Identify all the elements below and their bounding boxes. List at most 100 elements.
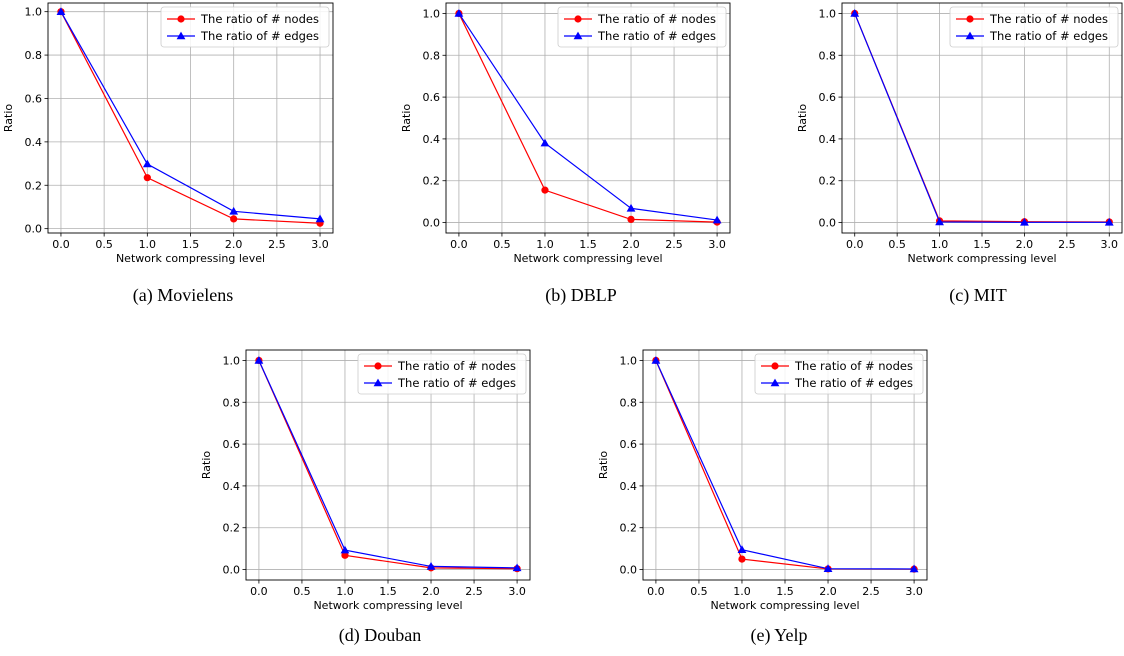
x-tick-label: 0.0 (647, 585, 665, 598)
y-axis-label: Ratio (2, 104, 15, 133)
data-point-nodes (341, 551, 349, 559)
series-line-edges (655, 360, 915, 570)
legend-label: The ratio of # edges (989, 29, 1108, 43)
legend-label: The ratio of # nodes (200, 12, 319, 26)
subfigure-caption: (e) Yelp (751, 625, 808, 646)
subfigure-caption: (d) Douban (339, 625, 421, 646)
x-tick-label: 1.0 (733, 585, 751, 598)
data-point-edges (651, 356, 661, 364)
chart-panel-2: 0.0 0.5 1.0 1.5 2.0 2.5 3.00.00.20.40.60.81.0N… (400, 2, 731, 306)
y-tick-label: 0.0 (620, 564, 638, 577)
series-line-nodes (258, 360, 518, 570)
x-tick-label: 1.5 (973, 238, 991, 251)
legend-box (357, 353, 527, 395)
y-tick-label: 0.0 (819, 217, 837, 230)
x-tick-label: 0.5 (493, 238, 511, 251)
plot-frame (841, 2, 1123, 234)
legend: The ratio of # nodes The ratio of # edges (949, 6, 1119, 48)
x-tick-label: 0.0 (250, 585, 268, 598)
legend-triangle-marker (770, 378, 780, 387)
series-line-edges (258, 360, 518, 569)
x-tick-label: 3.0 (508, 585, 526, 598)
legend: The ratio of # nodes The ratio of # edges (160, 6, 330, 48)
data-point-edges (909, 564, 919, 573)
chart-panel-4: 0.0 0.5 1.0 1.5 2.0 2.5 3.00.00.20.40.60.81.0N… (200, 349, 531, 646)
y-tick-label: 1.0 (25, 6, 43, 19)
legend-box (557, 6, 727, 48)
data-point-edges (712, 215, 722, 224)
y-tick-label: 1.0 (423, 7, 441, 20)
legend-label: The ratio of # edges (597, 29, 716, 43)
legend-box (949, 6, 1119, 48)
plot-frame (47, 2, 334, 234)
legend-triangle-marker (373, 378, 383, 387)
plot-frame (445, 2, 731, 234)
x-axis-label: Network compressing level (513, 252, 662, 265)
data-point-nodes (738, 555, 746, 563)
y-tick-label: 0.8 (819, 49, 837, 62)
legend: The ratio of # nodes The ratio of # edges (754, 353, 924, 395)
x-tick-label: 2.5 (268, 238, 286, 251)
data-point-edges (823, 564, 833, 573)
data-point-edges (142, 159, 152, 168)
y-tick-label: 0.4 (423, 133, 441, 146)
x-axis-label: Network compressing level (313, 599, 462, 612)
y-tick-label: 0.8 (223, 396, 241, 409)
data-point-edges (935, 217, 944, 226)
x-tick-label: 1.0 (536, 238, 554, 251)
y-tick-label: 0.4 (620, 480, 638, 493)
x-tick-label: 1.5 (379, 585, 397, 598)
legend-label: The ratio of # nodes (397, 359, 516, 373)
subfigure-caption: (c) MIT (949, 285, 1006, 306)
x-tick-label: 0.5 (293, 585, 311, 598)
y-tick-label: 0.2 (223, 522, 241, 535)
x-tick-label: 0.5 (888, 238, 906, 251)
x-tick-label: 0.0 (846, 238, 864, 251)
x-tick-label: 2.0 (622, 238, 640, 251)
data-point-edges (254, 356, 264, 364)
legend-label: The ratio of # nodes (794, 359, 913, 373)
y-axis-label: Ratio (400, 104, 413, 133)
data-point-edges (850, 9, 860, 17)
y-tick-label: 0.6 (423, 91, 441, 104)
legend-circle-marker (771, 362, 779, 370)
series-line-nodes (458, 13, 718, 223)
data-point-edges (56, 7, 66, 15)
series-line-nodes (60, 11, 321, 224)
series-line-edges (458, 13, 718, 221)
y-tick-label: 0.6 (25, 92, 43, 105)
y-tick-label: 1.0 (620, 354, 638, 367)
x-tick-label: 0.0 (450, 238, 468, 251)
x-tick-label: 2.5 (862, 585, 880, 598)
x-axis-label: Network compressing level (710, 599, 859, 612)
legend-circle-marker (374, 362, 382, 370)
y-tick-label: 1.0 (819, 7, 837, 20)
data-point-edges (737, 545, 747, 553)
data-point-edges (426, 562, 436, 570)
y-tick-label: 0.2 (423, 175, 441, 188)
y-tick-label: 0.6 (620, 438, 638, 451)
y-tick-label: 0.6 (223, 438, 241, 451)
y-tick-label: 0.4 (223, 480, 241, 493)
legend-label: The ratio of # edges (397, 376, 516, 390)
subfigure-caption: (b) DBLP (545, 285, 617, 306)
y-tick-label: 0.8 (25, 49, 43, 62)
data-point-nodes (541, 186, 549, 194)
legend-triangle-marker (965, 31, 975, 40)
y-tick-label: 0.8 (620, 396, 638, 409)
legend-box (160, 6, 330, 48)
data-point-edges (512, 563, 522, 572)
x-tick-label: 1.5 (776, 585, 794, 598)
data-point-edges (315, 214, 325, 223)
legend-label: The ratio of # nodes (597, 12, 716, 26)
data-point-edges (340, 545, 350, 554)
data-point-nodes (230, 215, 238, 223)
x-tick-label: 2.0 (1016, 238, 1034, 251)
x-tick-label: 1.0 (139, 238, 157, 251)
x-axis-label: Network compressing level (907, 252, 1056, 265)
y-tick-label: 0.2 (620, 522, 638, 535)
legend: The ratio of # nodes The ratio of # edges (557, 6, 727, 48)
y-axis-label: Ratio (796, 104, 809, 133)
y-tick-label: 1.0 (223, 354, 241, 367)
